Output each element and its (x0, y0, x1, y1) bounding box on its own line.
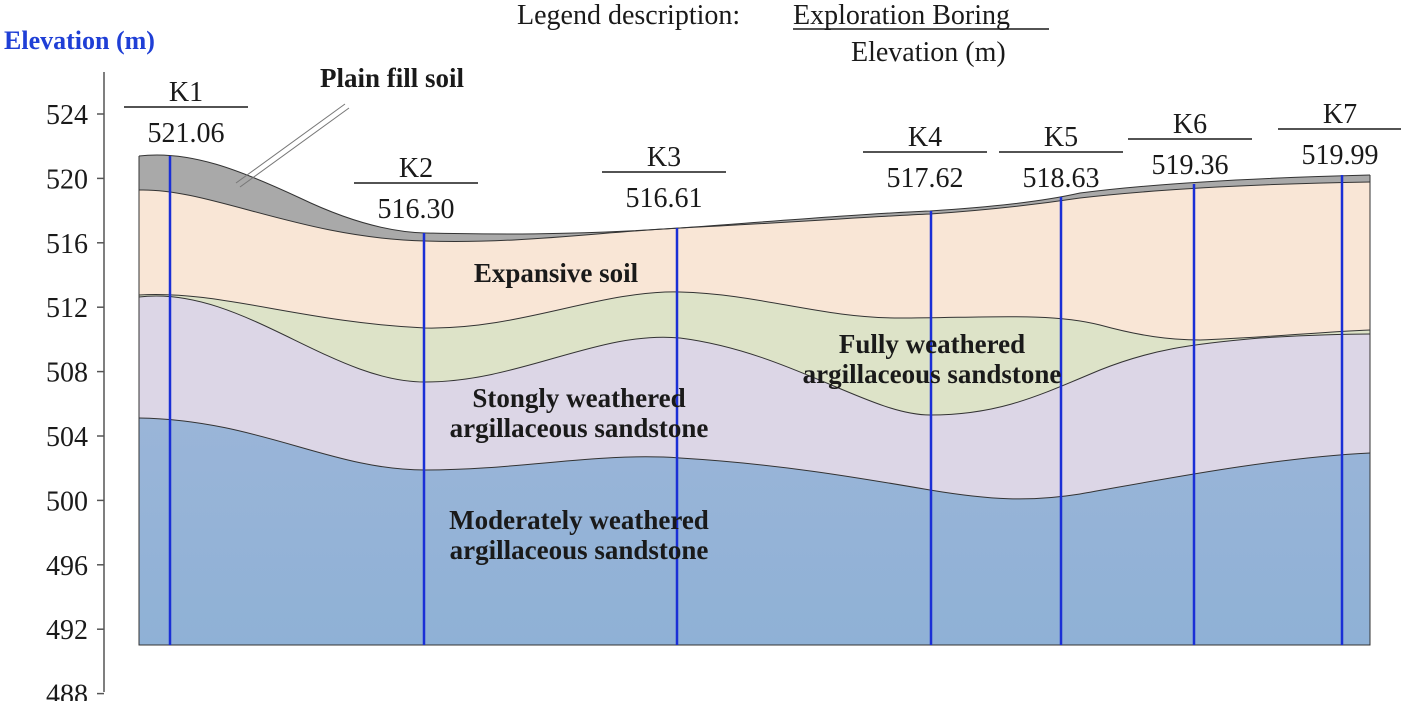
borehole-id-k3: K3 (647, 142, 681, 173)
axis-title: Elevation (m) (4, 26, 155, 55)
y-tick-label: 492 (46, 615, 88, 646)
borehole-elevation-k6: 519.36 (1152, 150, 1229, 181)
y-tick-label: 512 (46, 293, 88, 324)
strata (138, 154, 1371, 646)
label-expansive-soil: Expansive soil (474, 258, 639, 288)
label-fully-weathered-2: argillaceous sandstone (803, 359, 1062, 389)
borehole-elevation-k5: 518.63 (1023, 163, 1100, 194)
y-tick-label: 524 (46, 100, 88, 131)
borehole-id-k1: K1 (169, 77, 203, 108)
boreholes: K1 521.06 K2 516.30 K3 516.61 K4 517.62 K5 518.63… (124, 77, 1401, 645)
boundary-fill-bottom (138, 181, 1371, 242)
borehole-id-k6: K6 (1173, 109, 1207, 140)
label-moderately-weathered-1: Moderately weathered (449, 505, 709, 535)
y-tick-label: 500 (46, 486, 88, 517)
fill-soil-leader (235, 103, 350, 188)
boundary-strongly-bottom (138, 417, 1371, 500)
borehole-id-k2: K2 (399, 153, 433, 184)
y-tick-label: 516 (46, 229, 88, 260)
borehole-elevation-k4: 517.62 (887, 163, 964, 194)
y-axis: 524 520 516 512 508 504 500 496 492 488 (46, 72, 105, 701)
label-moderately-weathered-2: argillaceous sandstone (450, 535, 709, 565)
legend-elevation-label: Elevation (m) (851, 37, 1006, 68)
boundary-fully-bottom (138, 295, 1371, 416)
borehole-id-k5: K5 (1044, 122, 1078, 153)
legend-exploration-boring: Exploration Boring (793, 0, 1010, 31)
borehole-elevation-k1: 521.06 (148, 118, 225, 149)
y-tick-label: 496 (46, 551, 88, 582)
label-strongly-weathered-1: Stongly weathered (472, 383, 685, 413)
legend-prefix: Legend description: (517, 0, 740, 31)
label-fully-weathered-1: Fully weathered (839, 329, 1025, 359)
legend-description: Legend description: Exploration Boring E… (517, 0, 1049, 68)
borehole-elevation-k7: 519.99 (1302, 140, 1379, 171)
y-tick-label: 508 (46, 358, 88, 389)
boundary-expansive-bottom (138, 291, 1371, 341)
boundary-fill-top (138, 154, 1371, 235)
layer-labels: Plain fill soil Expansive soil Fully wea… (320, 63, 1061, 565)
borehole-id-k7: K7 (1323, 99, 1357, 130)
borehole-elevation-k3: 516.61 (626, 183, 703, 214)
label-plain-fill-soil: Plain fill soil (320, 63, 465, 93)
section-frame (138, 156, 1371, 646)
borehole-id-k4: K4 (908, 122, 942, 153)
y-tick-label: 488 (46, 680, 88, 701)
y-tick-label: 504 (46, 422, 88, 453)
borehole-elevation-k2: 516.30 (378, 194, 455, 225)
label-strongly-weathered-2: argillaceous sandstone (450, 413, 709, 443)
y-tick-label: 520 (46, 164, 88, 195)
